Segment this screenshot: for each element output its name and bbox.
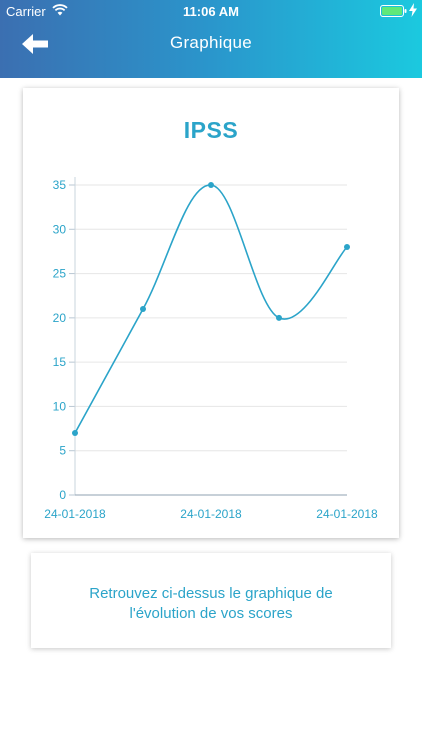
chart-card: IPSS 0 5 10 15 20 25 30 35 24-01-2018 24-01-2018 2…	[23, 88, 399, 538]
y-tick-label: 10	[53, 399, 67, 413]
charging-bolt-icon	[409, 3, 417, 20]
status-time: 11:06 AM	[183, 4, 239, 19]
y-tick-label: 0	[59, 488, 66, 502]
status-bar: Carrier 11:06 AM	[0, 0, 422, 22]
data-point-1	[140, 306, 146, 312]
data-point-3	[276, 314, 282, 321]
chart-title: IPSS	[183, 117, 239, 143]
series-line	[74, 184, 348, 434]
y-tick-label: 20	[53, 311, 67, 325]
battery-icon	[380, 5, 407, 20]
data-point-2	[208, 182, 214, 188]
x-tick-label: 24-01-2018	[180, 507, 242, 521]
arrow-left-icon	[20, 34, 50, 60]
page-title: Graphique	[169, 33, 253, 52]
data-point-0	[72, 430, 78, 436]
data-point-4	[344, 244, 350, 250]
x-tick-label: 24-01-2018	[44, 507, 106, 521]
y-tick-label: 15	[53, 355, 67, 369]
app-header: Carrier 11:06 AM	[0, 0, 422, 78]
info-card: Retrouvez ci-dessus le graphique de l'év…	[31, 553, 391, 648]
y-tick-label: 25	[53, 267, 67, 281]
line-chart: 0 5 10 15 20 25 30 35 24-01-2018 24-01-2018 24-01-…	[44, 177, 378, 521]
info-text-line-2: l'évolution de vos scores	[129, 605, 293, 622]
wifi-icon	[52, 4, 68, 19]
y-tick-label: 35	[53, 178, 67, 192]
x-tick-label: 24-01-2018	[316, 507, 378, 521]
carrier-label: Carrier	[6, 4, 46, 19]
y-tick-label: 5	[59, 444, 66, 458]
back-button[interactable]	[20, 32, 50, 56]
info-text-line-1: Retrouvez ci-dessus le graphique de	[89, 585, 333, 602]
y-tick-label: 30	[53, 222, 67, 236]
info-text: Retrouvez ci-dessus le graphique de l'év…	[51, 584, 371, 624]
